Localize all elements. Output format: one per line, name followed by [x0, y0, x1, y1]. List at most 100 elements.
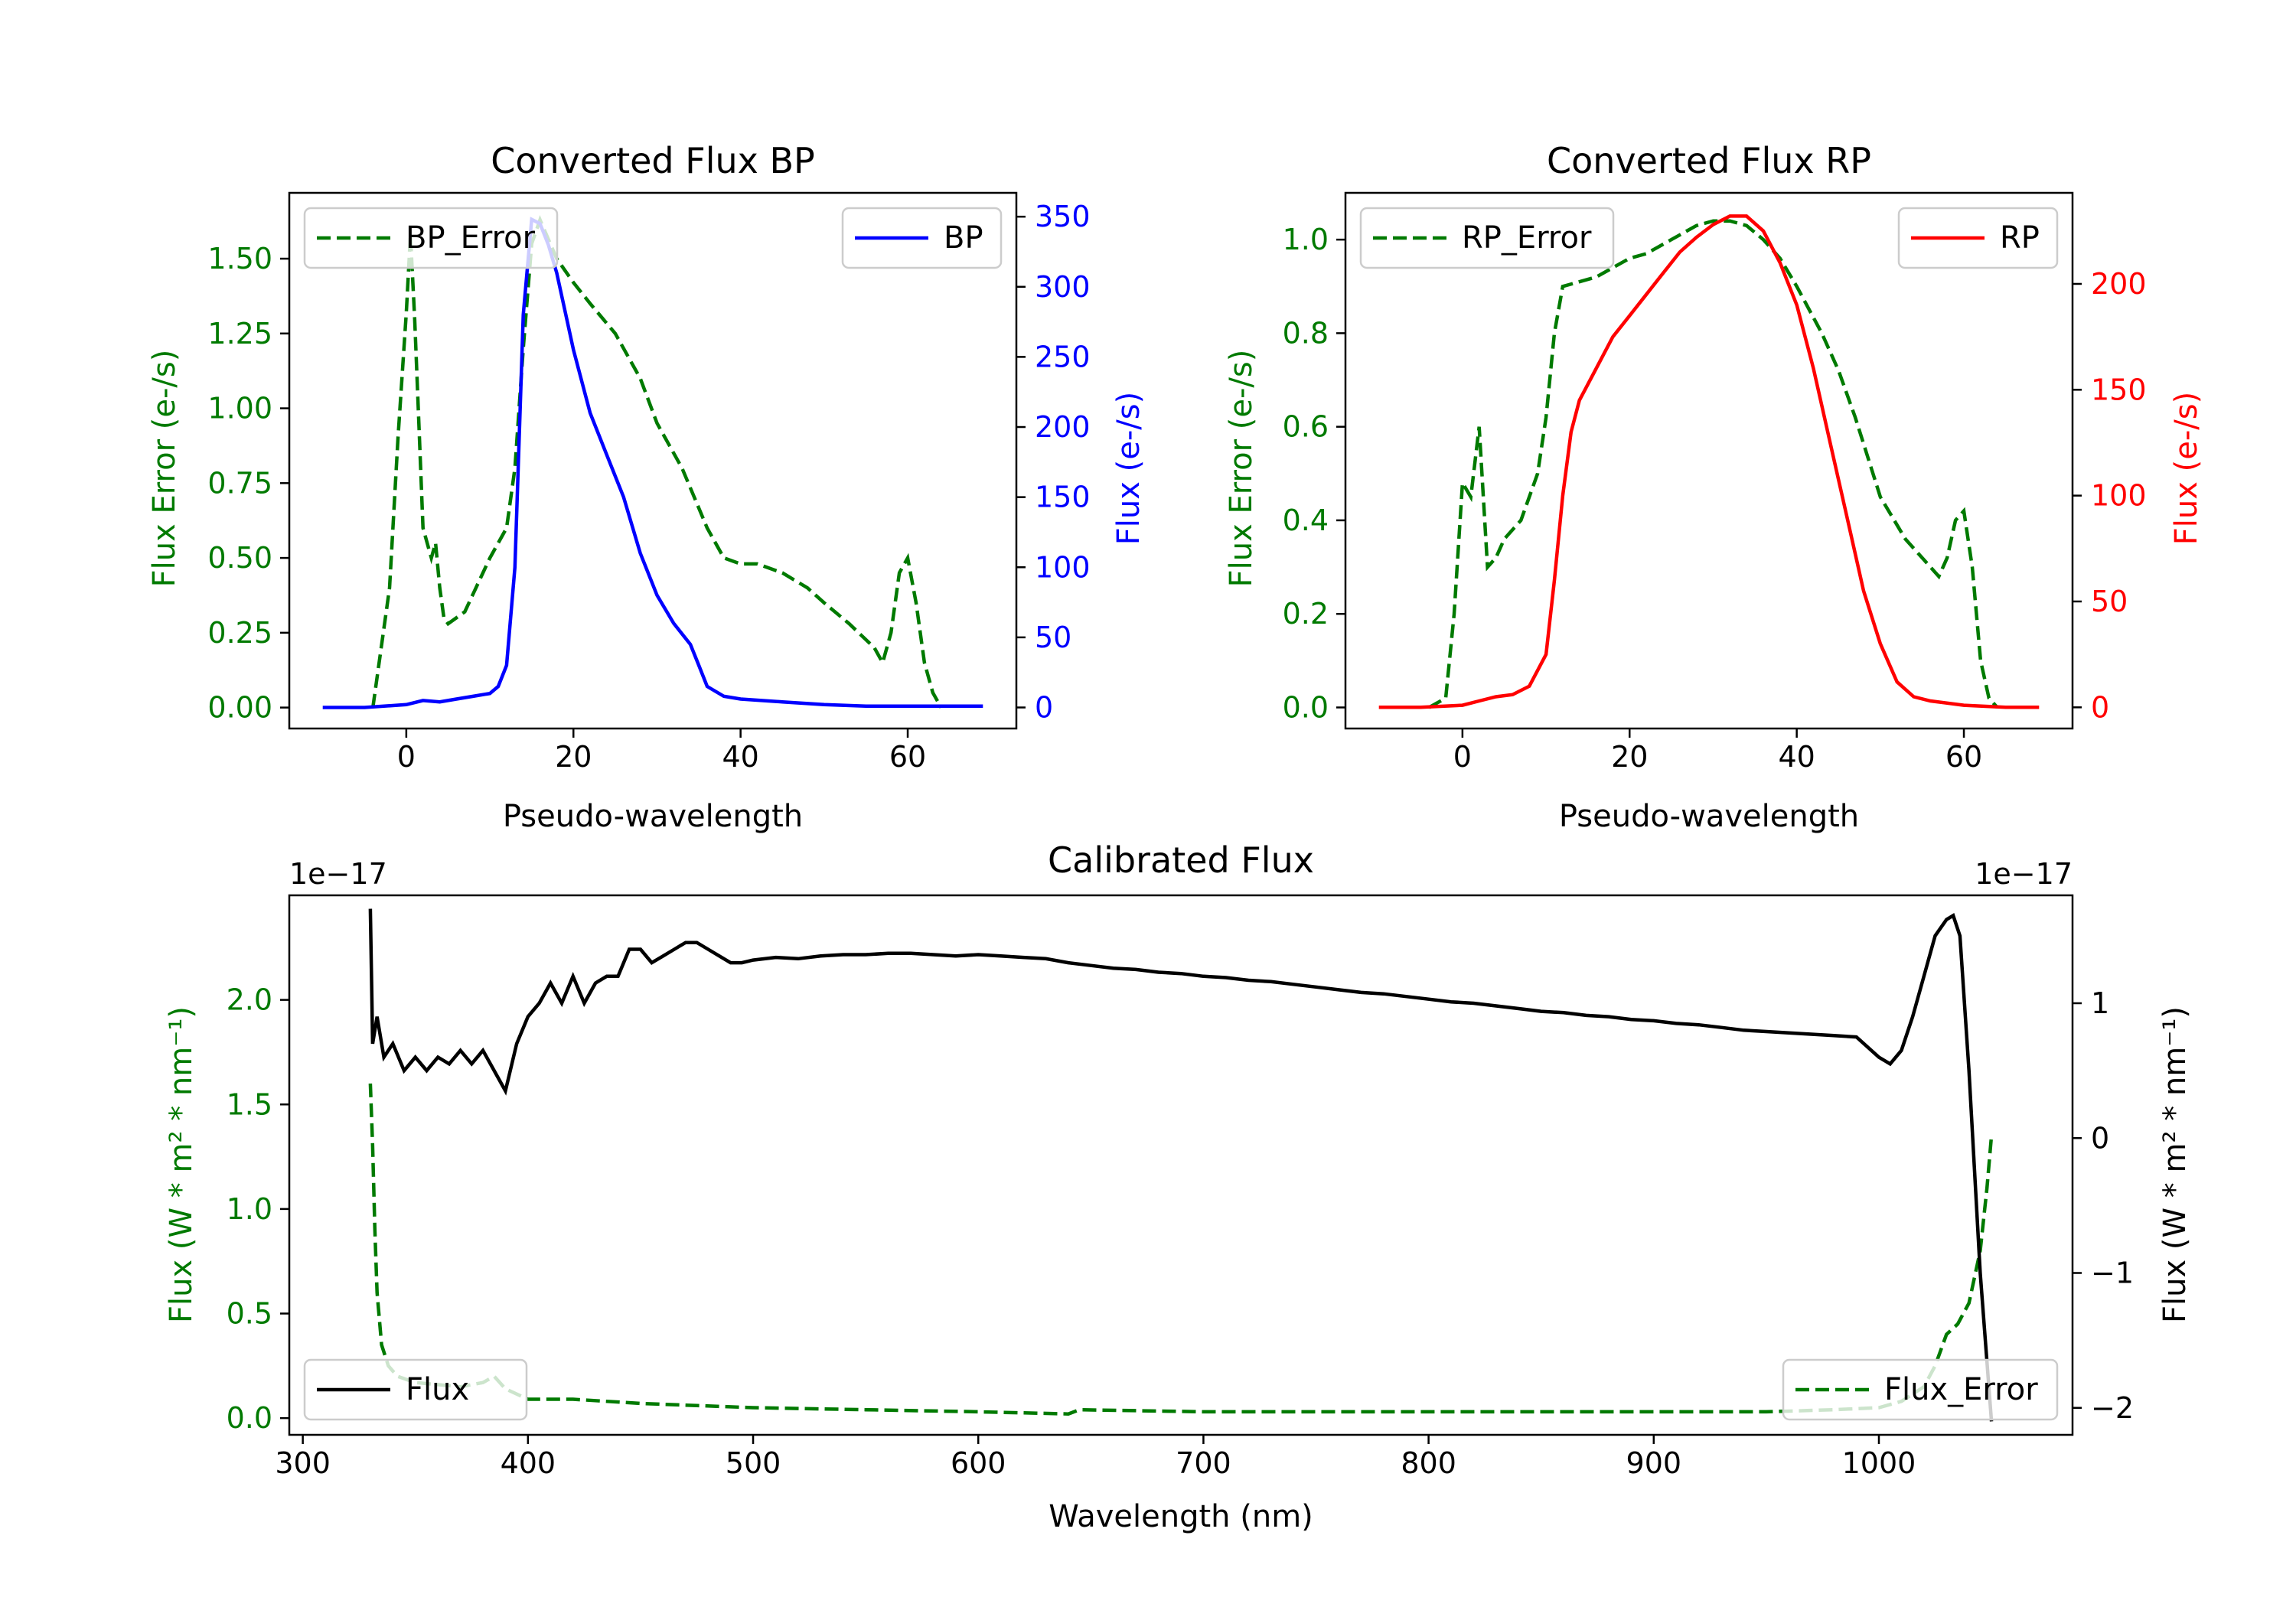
- bp-left-tick-label: 0.00: [207, 691, 272, 725]
- bp-x-tick-label: 60: [889, 740, 926, 774]
- rp-legend-left-box: [1359, 207, 1615, 269]
- calibrated-x-ticks: 300 400 500 600 700 800 900 1000: [275, 1435, 1916, 1480]
- rp-right-y-label: Flux (e-/s): [2169, 392, 2204, 545]
- rp-left-tick-label: 0.8: [1283, 316, 1329, 350]
- calibrated-title: Calibrated Flux: [1048, 839, 1314, 881]
- calibrated-legend-right-label: Flux_Error: [1884, 1372, 2038, 1407]
- rp-x-tick-label: 20: [1611, 740, 1648, 774]
- rp-left-y-label: Flux Error (e-/s): [1224, 350, 1259, 588]
- bp-right-tick-label: 0: [1035, 691, 1053, 725]
- bp-left-tick-label: 1.25: [207, 317, 272, 350]
- bp-panel: Converted Flux BP 0 20 40 60 0.000.250.500.…: [147, 140, 1146, 834]
- rp-right-tick-label: 150: [2091, 373, 2147, 406]
- rp-x-tick-label: 0: [1453, 740, 1472, 774]
- cal-x-tick-label: 400: [501, 1446, 556, 1480]
- calibrated-legend-left: Flux: [303, 1358, 528, 1421]
- bp-right-tick-label: 100: [1035, 550, 1091, 584]
- rp-flux-line: [1378, 214, 2040, 709]
- bp-legend-right: BP: [841, 207, 1003, 269]
- rp-plot-frame: [1344, 191, 2074, 730]
- bp-right-tick-label: 350: [1035, 200, 1091, 233]
- rp-right-tick-label: 100: [2091, 479, 2147, 513]
- rp-legend-left: RP_Error: [1359, 207, 1615, 269]
- cal-right-tick-label: −2: [2091, 1391, 2134, 1425]
- cal-x-tick-label: 600: [951, 1446, 1006, 1480]
- cal-right-tick-label: −1: [2091, 1257, 2134, 1290]
- calibrated-legend-left-label: Flux: [406, 1372, 469, 1407]
- calibrated-legend-right-box: [1782, 1358, 2059, 1421]
- rp-right-tick-label: 200: [2091, 267, 2147, 301]
- bp-left-tick-label: 0.50: [207, 541, 272, 575]
- cal-right-tick-label: 0: [2091, 1121, 2109, 1155]
- rp-left-tick-label: 1.0: [1283, 223, 1329, 256]
- bp-title: Converted Flux BP: [491, 140, 815, 181]
- rp-right-tick-label: 0: [2091, 690, 2109, 724]
- rp-title: Converted Flux RP: [1547, 140, 1871, 181]
- calibrated-right-y-label: Flux (W * m² * nm⁻¹): [2157, 1006, 2193, 1323]
- rp-error-line: [1428, 219, 1999, 709]
- cal-x-tick-label: 1000: [1842, 1446, 1916, 1480]
- rp-x-tick-label: 60: [1945, 740, 1982, 774]
- bp-right-tick-label: 50: [1035, 621, 1071, 654]
- rp-left-tick-label: 0.0: [1283, 690, 1329, 724]
- bp-x-ticks: 0 20 40 60: [397, 729, 926, 774]
- rp-x-tick-label: 40: [1778, 740, 1815, 774]
- cal-left-tick-label: 1.5: [227, 1087, 272, 1121]
- rp-left-ticks: 0.0 0.2 0.4 0.6 0.8 1.0: [1283, 223, 1345, 724]
- cal-x-tick-label: 900: [1626, 1446, 1682, 1480]
- bp-right-tick-label: 150: [1035, 481, 1091, 514]
- bp-left-tick-label: 1.00: [207, 392, 272, 425]
- bp-x-label: Pseudo-wavelength: [503, 799, 803, 834]
- bp-x-tick-label: 0: [397, 740, 416, 774]
- bp-right-tick-label: 300: [1035, 270, 1091, 304]
- cal-left-tick-label: 0.0: [227, 1401, 272, 1435]
- cal-x-tick-label: 800: [1401, 1446, 1456, 1480]
- rp-left-tick-label: 0.2: [1283, 597, 1329, 631]
- cal-x-tick-label: 500: [726, 1446, 781, 1480]
- bp-legend-left: BP_Error: [303, 207, 559, 269]
- bp-left-y-label: Flux Error (e-/s): [147, 350, 182, 588]
- cal-left-tick-label: 1.0: [227, 1192, 272, 1226]
- rp-left-tick-label: 0.6: [1283, 410, 1329, 444]
- bp-left-tick-label: 1.50: [207, 242, 272, 275]
- calibrated-flux-line: [368, 908, 1994, 1422]
- bp-right-ticks: 0 50 100 150 200 250 300 350: [1016, 200, 1091, 725]
- cal-left-tick-label: 0.5: [227, 1297, 272, 1331]
- rp-legend-right-label: RP: [2000, 220, 2040, 256]
- cal-left-tick-label: 2.0: [227, 983, 272, 1017]
- rp-panel: Converted Flux RP 0 20 40 60 0.00.20.40.60.…: [1224, 140, 2204, 834]
- rp-legend-right: RP: [1897, 207, 2059, 269]
- calibrated-legend-right: Flux_Error: [1782, 1358, 2059, 1421]
- bp-left-ticks: 0.00 0.25 0.50 0.75 1.00 1.25 1.50: [207, 242, 289, 725]
- rp-left-tick-label: 0.4: [1283, 504, 1329, 537]
- bp-plot-frame: [288, 191, 1018, 730]
- bp-right-tick-label: 250: [1035, 340, 1091, 373]
- calibrated-left-offset: 1e−17: [289, 857, 387, 891]
- cal-x-tick-label: 300: [275, 1446, 331, 1480]
- bp-right-y-label: Flux (e-/s): [1111, 392, 1146, 545]
- cal-right-tick-label: 1: [2091, 986, 2109, 1020]
- rp-x-label: Pseudo-wavelength: [1559, 799, 1859, 834]
- bp-flux-line: [322, 217, 983, 709]
- bp-legend-left-label: BP_Error: [406, 220, 536, 256]
- bp-x-tick-label: 20: [555, 740, 592, 774]
- calibrated-panel: Calibrated Flux 1e−17 1e−17 300 400 500 600…: [164, 839, 2193, 1534]
- bp-legend-left-box: [303, 207, 559, 269]
- calibrated-legend-left-box: [303, 1358, 528, 1421]
- bp-left-tick-label: 0.75: [207, 466, 272, 500]
- calibrated-plot-frame: [288, 894, 2074, 1436]
- calibrated-x-label: Wavelength (nm): [1049, 1499, 1313, 1534]
- rp-x-ticks: 0 20 40 60: [1453, 729, 1982, 774]
- calibrated-right-offset: 1e−17: [1975, 857, 2073, 891]
- cal-x-tick-label: 700: [1176, 1446, 1231, 1480]
- bp-right-tick-label: 200: [1035, 410, 1091, 444]
- rp-right-ticks: 0 50 100 150 200: [2073, 267, 2147, 724]
- rp-legend-left-label: RP_Error: [1462, 220, 1592, 256]
- rp-right-tick-label: 50: [2091, 585, 2128, 618]
- bp-x-tick-label: 40: [722, 740, 758, 774]
- calibrated-right-ticks: −2 −1 0 1: [2073, 986, 2134, 1425]
- bp-legend-right-label: BP: [944, 220, 983, 256]
- calibrated-left-ticks: 0.0 0.5 1.0 1.5 2.0: [227, 983, 289, 1435]
- calibrated-left-y-label: Flux (W * m² * nm⁻¹): [164, 1006, 199, 1323]
